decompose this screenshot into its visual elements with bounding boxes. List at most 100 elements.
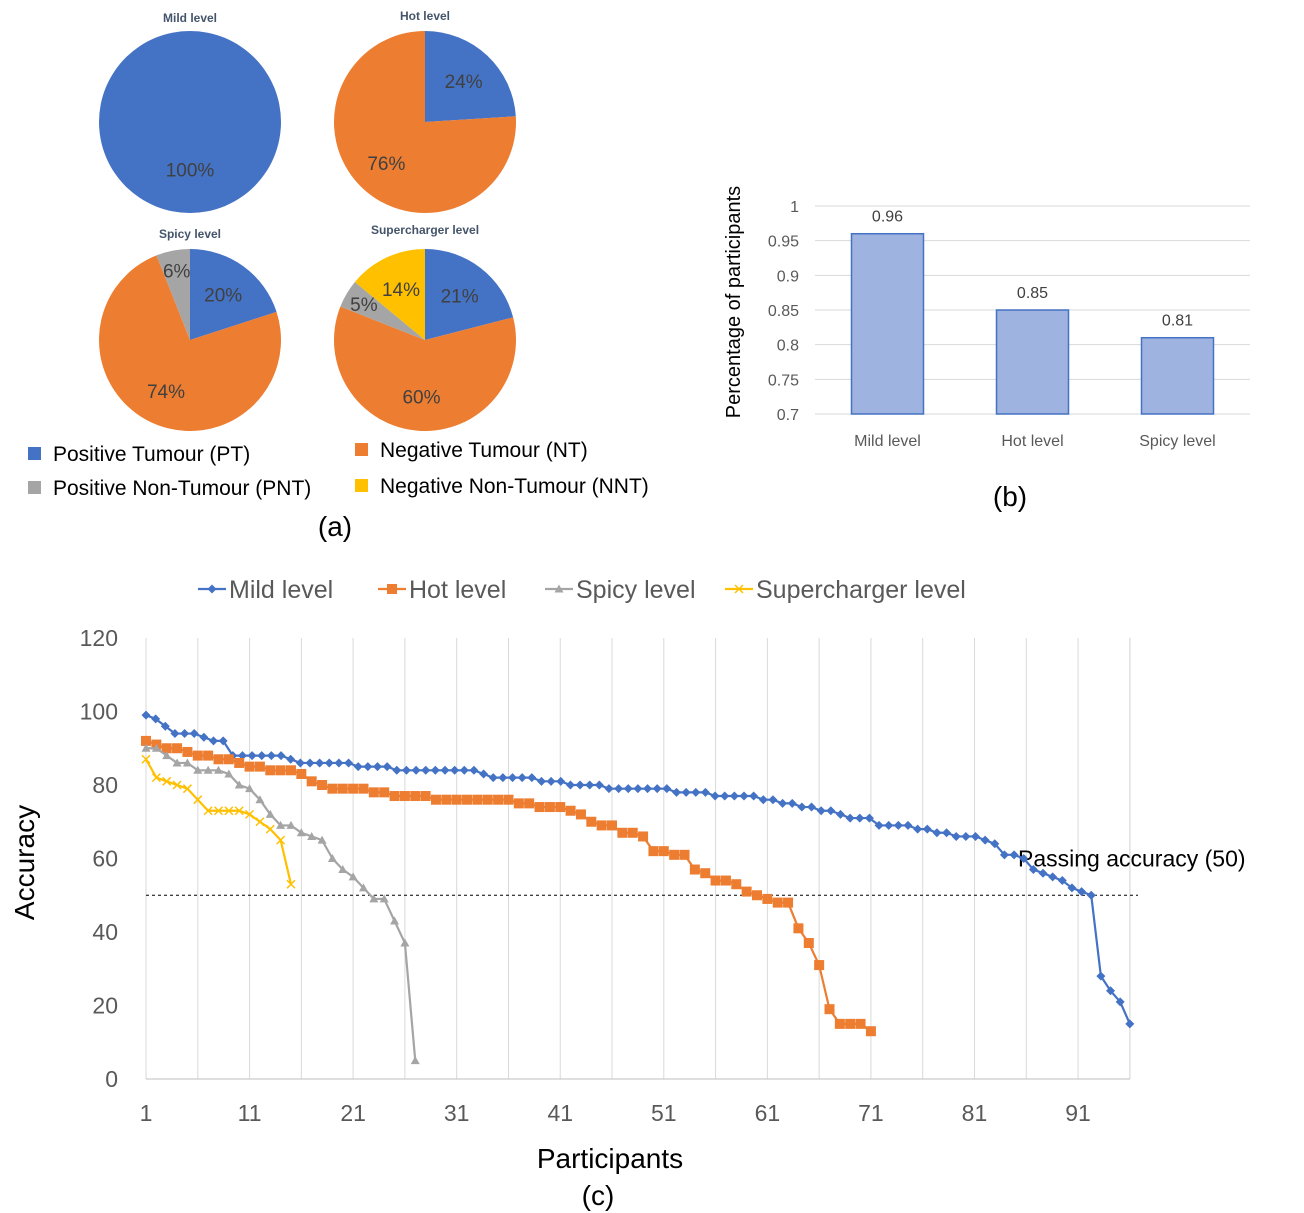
data-point: [459, 765, 469, 775]
data-point: [720, 875, 731, 886]
series: [141, 710, 1135, 1029]
data-point: [285, 765, 296, 776]
y-tick-label: 80: [92, 772, 118, 798]
data-point: [807, 802, 817, 812]
data-point: [741, 886, 752, 897]
data-point: [980, 835, 990, 845]
data-point: [421, 765, 431, 775]
y-tick-label: 0.75: [768, 372, 799, 389]
data-point: [265, 809, 275, 818]
data-point: [245, 809, 255, 819]
pie-slice: [354, 249, 425, 340]
data-point: [379, 787, 390, 798]
y-tick-label: 20: [92, 993, 118, 1019]
data-point: [234, 780, 244, 789]
data-point: [554, 584, 564, 593]
line-legend-item: Spicy level: [545, 576, 696, 604]
data-point: [151, 773, 161, 783]
pie-title: Supercharger level: [371, 223, 479, 237]
data-point: [1115, 997, 1125, 1007]
data-point: [160, 721, 170, 731]
bar: [1140, 336, 1215, 415]
data-point: [999, 850, 1009, 860]
data-point: [524, 798, 535, 809]
data-point: [752, 890, 763, 901]
data-point: [596, 820, 607, 831]
data-point: [234, 757, 245, 768]
pie-legend-item: Positive Tumour (PT): [28, 443, 250, 466]
data-point: [337, 783, 348, 794]
data-point: [544, 802, 555, 813]
data-point: [700, 787, 710, 797]
data-point: [783, 897, 794, 908]
pie-chart: Hot level 24% 76%: [334, 9, 516, 213]
data-point: [932, 828, 942, 838]
data-point: [151, 743, 161, 752]
data-point: [141, 754, 151, 764]
data-point: [638, 831, 649, 842]
pie-slice: [156, 249, 190, 340]
data-point: [710, 791, 720, 801]
pie-slice-label: 100%: [166, 160, 215, 181]
data-point: [482, 794, 493, 805]
data-point: [803, 938, 814, 949]
data-point: [441, 794, 452, 805]
y-tick-label: 60: [92, 846, 118, 872]
data-point: [865, 1026, 876, 1037]
legend-swatch: [28, 447, 41, 460]
data-point: [855, 1018, 866, 1029]
data-point: [1038, 868, 1048, 878]
data-point: [826, 806, 836, 816]
data-point: [720, 791, 730, 801]
pie-chart: Supercharger level 21% 60% 5%14%: [333, 223, 516, 432]
data-point: [213, 765, 223, 774]
data-point: [151, 714, 161, 724]
data-point: [348, 783, 359, 794]
data-point: [503, 794, 514, 805]
pie-slice: [98, 255, 281, 431]
data-point: [203, 765, 213, 774]
pie-slice: [333, 306, 516, 432]
data-point: [585, 780, 595, 790]
data-point: [793, 923, 804, 934]
y-tick-label: 0.95: [768, 234, 799, 251]
series-line: [145, 714, 1131, 1025]
data-point: [768, 795, 778, 805]
data-point: [970, 831, 980, 841]
data-point: [389, 791, 400, 802]
pie-slice-label: 60%: [402, 387, 440, 408]
pie-slice-label: 76%: [367, 154, 405, 175]
threshold-label: Passing accuracy (50): [1018, 845, 1246, 871]
y-tick-label: 40: [92, 919, 118, 945]
data-point: [731, 879, 742, 890]
legend-swatch: [355, 443, 368, 456]
pie-legend: Positive Tumour (PT) Negative Tumour (NT)…: [28, 439, 649, 500]
data-point: [162, 776, 172, 786]
x-tick-label: 31: [444, 1100, 470, 1126]
pie-panel: Mild level 100% Hot level 24% 76% Spicy level…: [98, 9, 516, 432]
data-point: [633, 784, 643, 794]
data-point: [265, 824, 275, 834]
data-point: [990, 839, 1000, 849]
data-point: [1028, 865, 1038, 875]
data-point: [276, 751, 286, 761]
data-point: [652, 784, 662, 794]
data-point: [307, 831, 317, 840]
data-point: [379, 894, 389, 903]
x-tick-label: 71: [858, 1100, 884, 1126]
data-point: [607, 820, 618, 831]
data-point: [527, 773, 537, 783]
series: [141, 754, 296, 889]
data-point: [643, 784, 653, 794]
data-point: [266, 751, 276, 761]
data-point: [834, 1018, 845, 1029]
x-tick-label: Mild level: [854, 433, 921, 450]
data-point: [213, 806, 224, 816]
y-tick-label: 0: [105, 1066, 118, 1092]
x-tick-label: Hot level: [1001, 433, 1063, 450]
data-point: [534, 802, 545, 813]
data-point: [922, 824, 932, 834]
x-tick-label: 61: [755, 1100, 781, 1126]
y-tick-label: 1: [790, 199, 799, 216]
